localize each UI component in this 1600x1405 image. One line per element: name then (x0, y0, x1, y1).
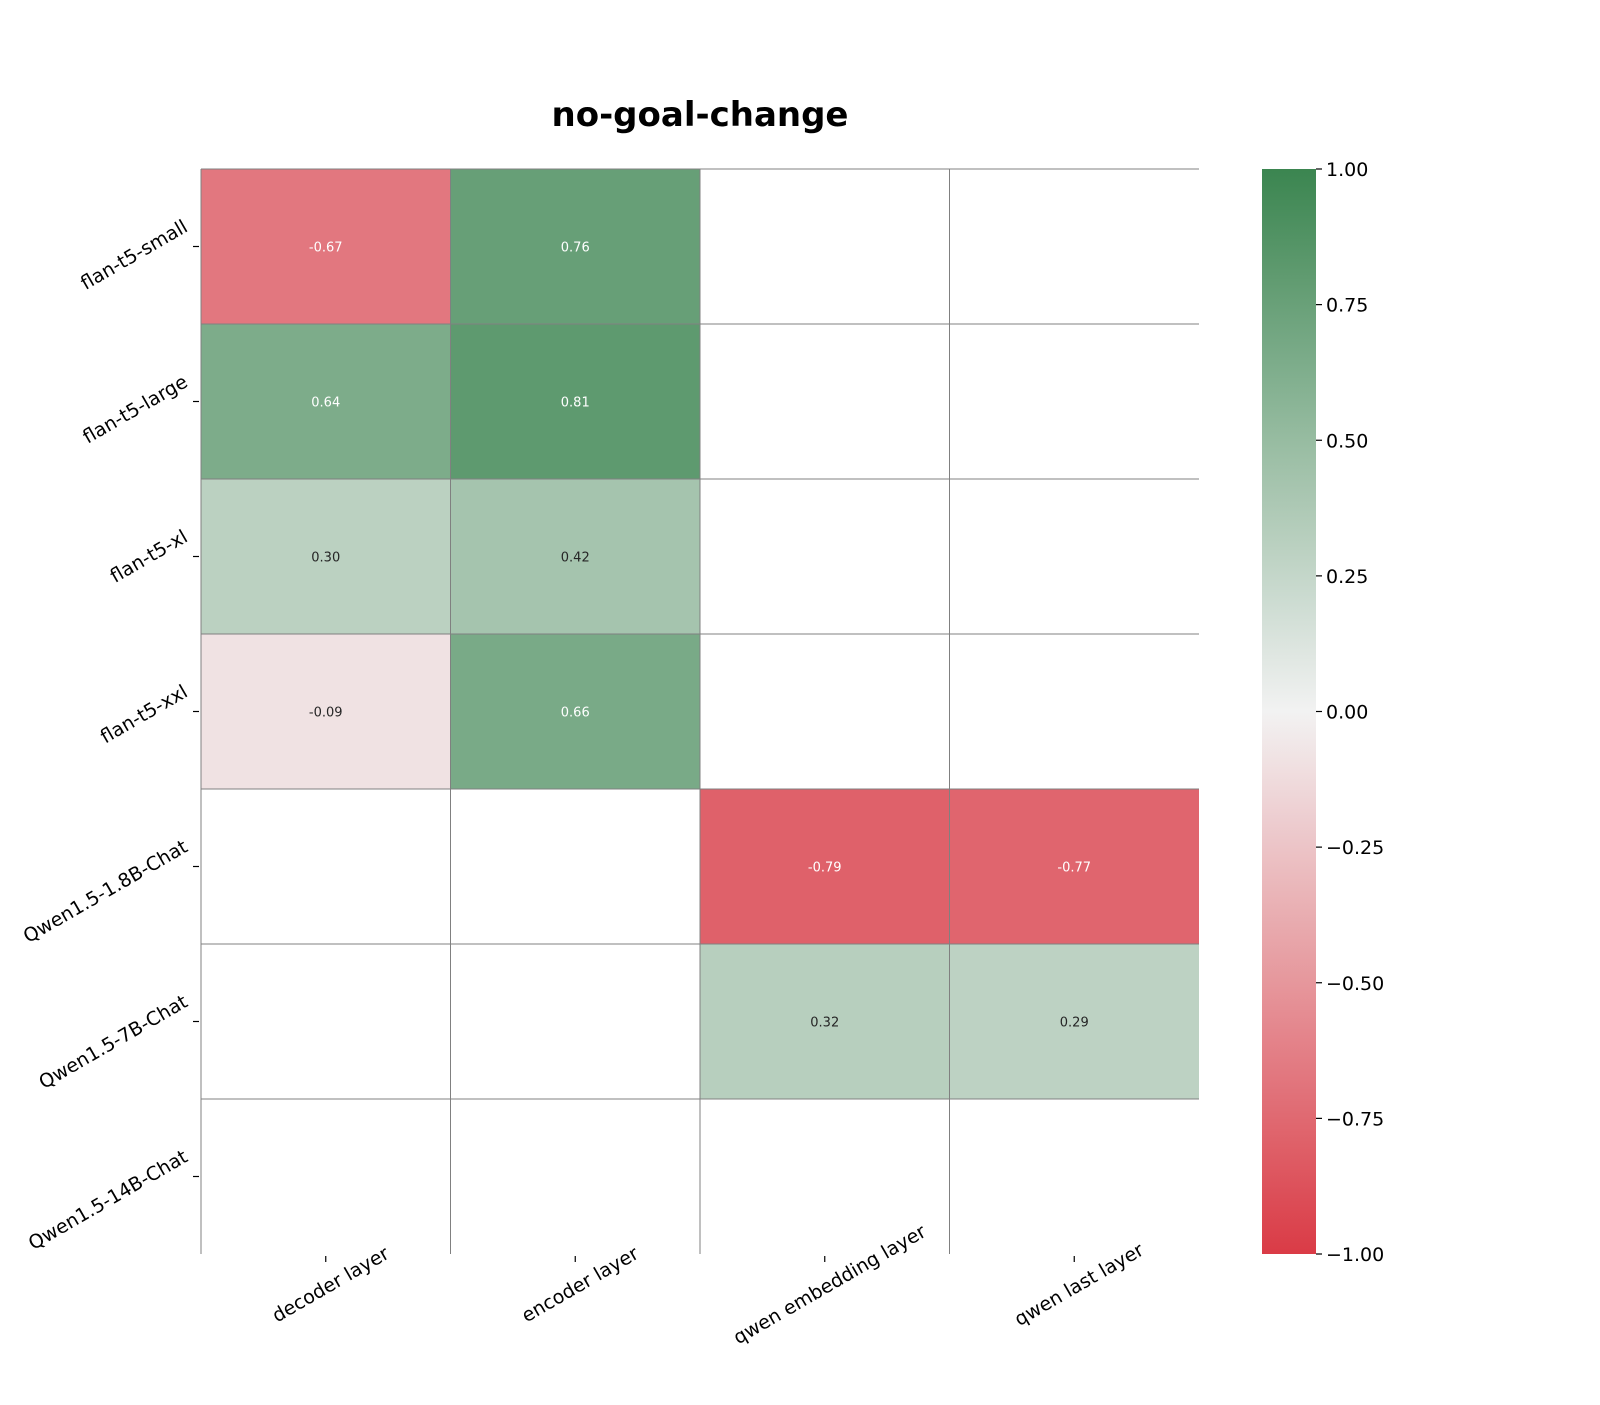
heatmap-cell (201, 169, 451, 324)
heatmap-cell (949, 324, 1199, 479)
colorbar-tick-label: −0.50 (1326, 973, 1384, 995)
y-tick-label: Qwen1.5-7B-Chat (35, 991, 191, 1094)
cell-value-label: 0.76 (561, 241, 590, 256)
heatmap-cell (700, 789, 950, 944)
heatmap-cell (949, 944, 1199, 1099)
colorbar-tick-label: −1.00 (1326, 1244, 1384, 1266)
colorbar-tick-label: 0.75 (1326, 295, 1368, 317)
heatmap-cell (450, 1099, 700, 1254)
colorbar-tick-label: 1.00 (1326, 159, 1368, 181)
colorbar-tick-label: 0.00 (1326, 702, 1368, 724)
heatmap-cell (201, 944, 451, 1099)
heatmap-cell (201, 634, 451, 789)
cell-value-label: 0.64 (311, 396, 340, 411)
heatmap-cell (201, 324, 451, 479)
cell-value-label: 0.81 (561, 396, 590, 411)
heatmap-cell (949, 1099, 1199, 1254)
y-tick-label: flan-t5-small (77, 216, 192, 295)
heatmap-cell (450, 634, 700, 789)
heatmap-cell (949, 634, 1199, 789)
cell-value-label: -0.09 (309, 706, 343, 721)
colorbar-gradient (1262, 169, 1316, 1254)
colorbar-tick-label: −0.25 (1326, 837, 1384, 859)
heatmap-cell (700, 324, 950, 479)
colorbar: 1.00 0.75 0.50 0.25 0.00 −0.25 −0.50 −0.75 −1.00 (1262, 159, 1384, 1266)
cell-value-label: -0.67 (309, 241, 343, 256)
heatmap-cell (450, 944, 700, 1099)
cell-value-label: 0.32 (810, 1016, 839, 1031)
heatmap-cell (450, 479, 700, 634)
heatmap-cell (700, 944, 950, 1099)
y-tick-label: Qwen1.5-1.8B-Chat (20, 836, 192, 948)
heatmap-cell (201, 479, 451, 634)
heatmap-cell (450, 789, 700, 944)
x-tick-label: encoder layer (518, 1242, 643, 1327)
heatmap-cell (450, 169, 700, 324)
heatmap-cell (700, 1099, 950, 1254)
colorbar-tick-label: 0.25 (1326, 566, 1368, 588)
heatmap-cell (201, 789, 451, 944)
heatmap-cell (450, 324, 700, 479)
x-tick-label: decoder layer (268, 1242, 393, 1327)
chart-title: no-goal-change (552, 95, 849, 135)
cell-value-label: 0.29 (1060, 1016, 1089, 1031)
heatmap-cells (200, 168, 1199, 1254)
heatmap-cell (700, 634, 950, 789)
y-tick-label: Qwen1.5-14B-Chat (25, 1146, 192, 1255)
heatmap-cell (201, 1099, 451, 1254)
cell-value-label: -0.77 (1057, 861, 1091, 876)
y-tick-label: flan-t5-large (79, 371, 191, 449)
y-axis: flan-t5-small flan-t5-large flan-t5-xl flan… (20, 216, 199, 1255)
cell-value-label: 0.30 (311, 551, 340, 566)
heatmap-cell (700, 479, 950, 634)
heatmap-cell (949, 169, 1199, 324)
heatmap-cell (949, 479, 1199, 634)
cell-value-label: -0.79 (808, 861, 842, 876)
y-tick-label: flan-t5-xxl (97, 681, 192, 748)
heatmap-value-labels: -0.67 0.76 0.64 0.81 0.30 0.42 -0.09 0.66 -0.79 -… (309, 241, 1091, 1031)
cell-value-label: 0.42 (561, 551, 590, 566)
heatmap-cell (949, 789, 1199, 944)
colorbar-tick-label: −0.75 (1326, 1108, 1384, 1130)
colorbar-tick-label: 0.50 (1326, 430, 1368, 452)
heatmap-cell (700, 169, 950, 324)
cell-value-label: 0.66 (561, 706, 590, 721)
y-tick-label: flan-t5-xl (107, 526, 192, 588)
